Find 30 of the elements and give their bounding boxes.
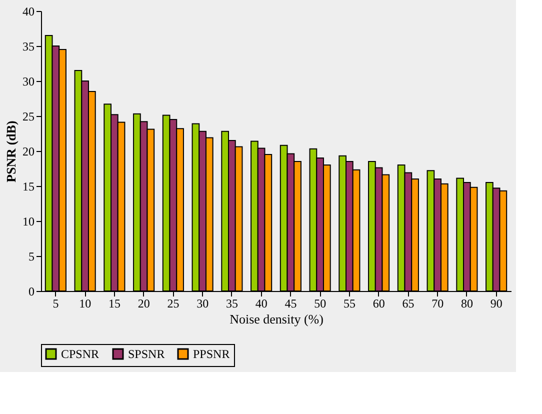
x-axis-title: Noise density (%) [230, 312, 324, 326]
legend-label: PPSNR [193, 347, 230, 361]
y-tick-label: 35 [22, 40, 34, 54]
x-tick-label: 50 [314, 296, 326, 310]
x-tick-label: 20 [138, 296, 150, 310]
x-tick-label: 40 [255, 296, 268, 310]
y-axis-title: PSNR (dB) [4, 120, 18, 182]
x-tick-label: 45 [284, 296, 297, 310]
x-tick-label: 65 [402, 296, 414, 310]
y-tick-label: 20 [22, 144, 34, 158]
x-tick-label: 70 [432, 296, 444, 310]
x-tick-label: 10 [79, 296, 92, 310]
y-tick-label: 30 [22, 74, 34, 88]
x-tick-label: 15 [108, 296, 120, 310]
x-tick-label: 30 [196, 296, 209, 310]
x-tick-label: 90 [490, 296, 502, 310]
y-tick-label: 5 [28, 250, 34, 264]
y-tick-label: 10 [22, 214, 34, 228]
y-tick-label: 25 [22, 110, 34, 124]
legend-label: SPSNR [128, 347, 165, 361]
x-tick-label: 5 [52, 296, 59, 310]
x-tick-label: 25 [167, 296, 180, 310]
legend-label: CPSNR [61, 347, 100, 361]
y-tick-label: 40 [22, 4, 34, 18]
y-tick-label: 15 [22, 180, 34, 194]
y-tick-label: 0 [28, 284, 34, 298]
x-tick-label: 35 [226, 296, 238, 310]
x-tick-label: 55 [343, 296, 356, 310]
x-tick-label: 80 [460, 296, 473, 310]
x-tick-label: 60 [372, 296, 385, 310]
